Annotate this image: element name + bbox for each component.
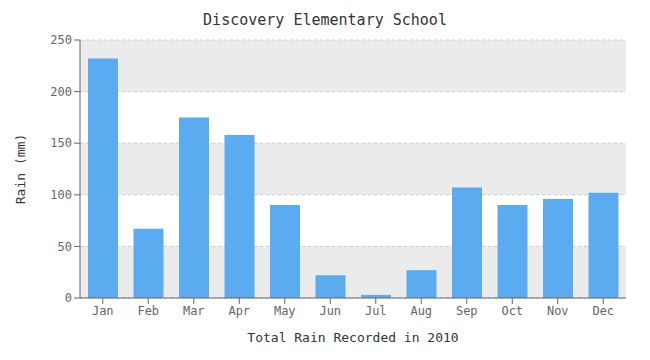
svg-text:Total Rain Recorded in 2010: Total Rain Recorded in 2010 <box>247 330 458 345</box>
svg-text:Sep: Sep <box>456 304 478 318</box>
svg-text:Nov: Nov <box>547 304 569 318</box>
svg-text:Jul: Jul <box>365 304 387 318</box>
svg-text:150: 150 <box>50 136 72 150</box>
svg-text:50: 50 <box>58 240 72 254</box>
html-text:Discovery Elementary School: Discovery Elementary School <box>203 11 447 29</box>
svg-text:0: 0 <box>65 291 72 305</box>
svg-text:Jun: Jun <box>319 304 341 318</box>
svg-text:200: 200 <box>50 85 72 99</box>
svg-text:Feb: Feb <box>137 304 159 318</box>
svg-text:100: 100 <box>50 188 72 202</box>
svg-text:250: 250 <box>50 33 72 47</box>
svg-text:Apr: Apr <box>228 304 250 318</box>
svg-text:Jan: Jan <box>92 304 114 318</box>
svg-text:Dec: Dec <box>592 304 614 318</box>
svg-text:Oct: Oct <box>501 304 523 318</box>
svg-text:Rain (mm): Rain (mm) <box>13 134 28 204</box>
svg-text:Mar: Mar <box>183 304 205 318</box>
svg-text:May: May <box>274 304 296 318</box>
svg-text:Aug: Aug <box>410 304 432 318</box>
